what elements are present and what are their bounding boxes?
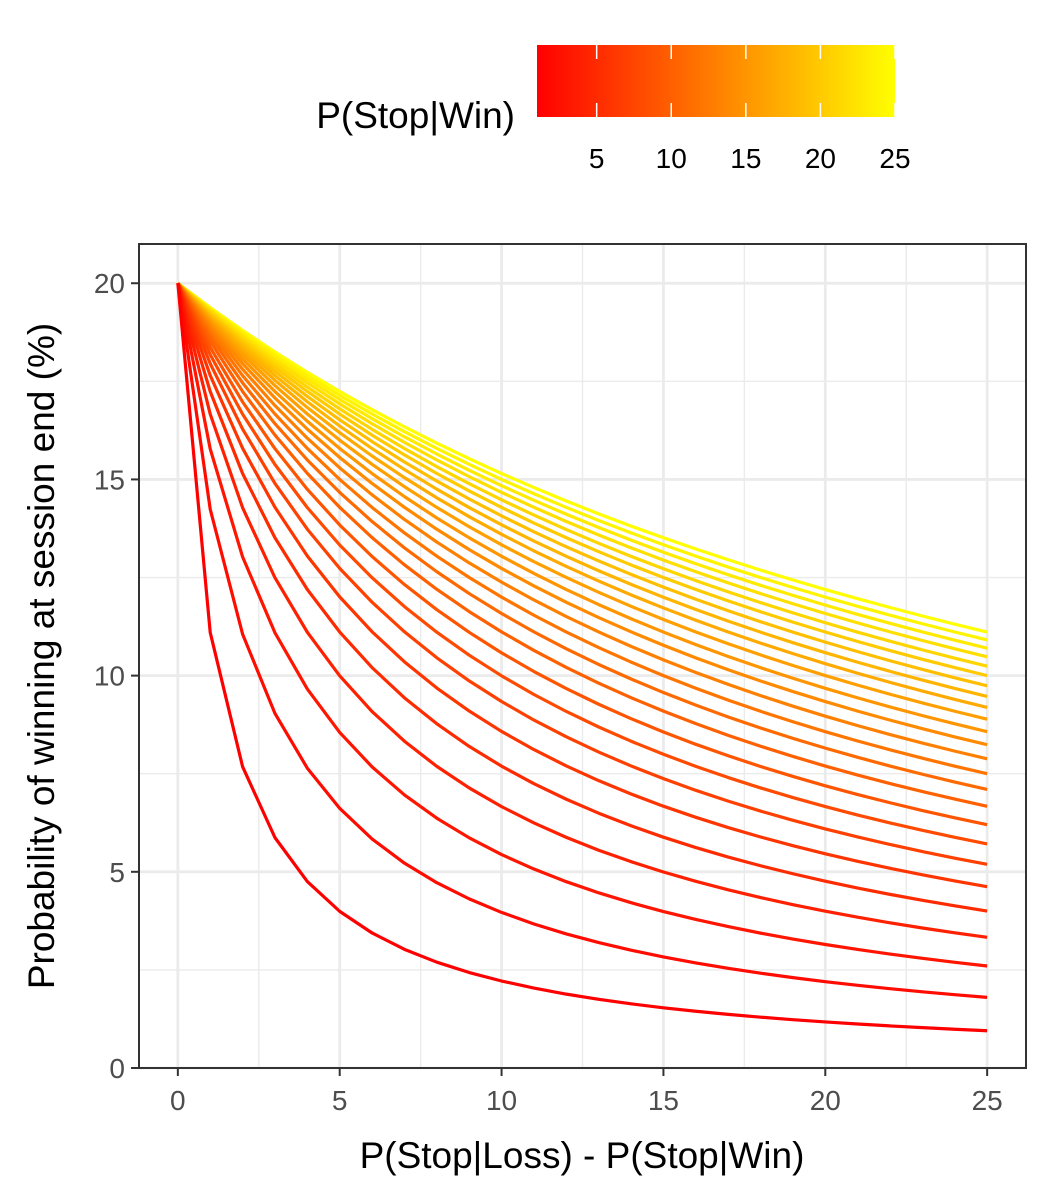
y-tick-label: 10 bbox=[94, 661, 125, 692]
series-line-7 bbox=[176, 282, 988, 866]
series-line-12 bbox=[176, 282, 988, 776]
series-line-20 bbox=[176, 282, 988, 678]
series-line-9 bbox=[176, 282, 988, 827]
legend-label: 10 bbox=[656, 143, 687, 174]
series-line-22 bbox=[176, 282, 988, 659]
legend: P(Stop|Win) 5 10 15 20 25 bbox=[316, 45, 911, 174]
series-line-15 bbox=[176, 282, 988, 734]
legend-colorbar bbox=[537, 45, 895, 117]
series-line-16 bbox=[176, 282, 988, 721]
series-line-25 bbox=[176, 281, 988, 634]
y-axis-title: Probability of winning at session end (%… bbox=[21, 323, 62, 989]
y-axis: 0 5 10 15 20 bbox=[94, 268, 139, 1084]
panel-border bbox=[138, 243, 1027, 1069]
series-line-5 bbox=[176, 282, 988, 913]
plot-panel bbox=[138, 243, 1027, 1070]
y-tick-label: 5 bbox=[109, 857, 125, 888]
legend-labels: 5 10 15 20 25 bbox=[589, 143, 911, 174]
y-tick-label: 0 bbox=[109, 1053, 125, 1084]
series-line-3 bbox=[176, 282, 988, 968]
x-tick-label: 10 bbox=[486, 1085, 517, 1116]
y-tick-label: 15 bbox=[94, 464, 125, 495]
series-line-11 bbox=[176, 282, 988, 791]
series-line-2 bbox=[176, 283, 988, 999]
legend-label: 5 bbox=[589, 143, 605, 174]
series-line-6 bbox=[176, 282, 988, 889]
x-tick-label: 25 bbox=[972, 1085, 1003, 1116]
series-line-18 bbox=[176, 282, 988, 698]
series-line-10 bbox=[176, 282, 988, 808]
series-line-17 bbox=[176, 282, 988, 709]
series-line-23 bbox=[176, 281, 988, 650]
series-line-4 bbox=[176, 282, 988, 939]
legend-ticks bbox=[595, 45, 896, 117]
series-lines bbox=[176, 281, 988, 1033]
x-tick-label: 15 bbox=[648, 1085, 679, 1116]
x-axis: 0 5 10 15 20 25 bbox=[170, 1068, 1003, 1116]
x-tick-label: 5 bbox=[332, 1085, 348, 1116]
series-line-19 bbox=[176, 282, 988, 688]
x-tick-label: 0 bbox=[170, 1085, 186, 1116]
series-line-21 bbox=[176, 282, 988, 668]
y-tick-label: 20 bbox=[94, 268, 125, 299]
series-line-13 bbox=[176, 282, 988, 761]
legend-label: 15 bbox=[730, 143, 761, 174]
legend-title: P(Stop|Win) bbox=[316, 95, 515, 136]
legend-label: 25 bbox=[879, 143, 910, 174]
series-line-8 bbox=[176, 282, 988, 846]
x-tick-label: 20 bbox=[810, 1085, 841, 1116]
series-line-1 bbox=[176, 283, 988, 1033]
series-line-14 bbox=[176, 282, 988, 747]
x-axis-title: P(Stop|Loss) - P(Stop|Win) bbox=[360, 1135, 805, 1176]
legend-label: 20 bbox=[805, 143, 836, 174]
series-line-24 bbox=[176, 281, 988, 642]
